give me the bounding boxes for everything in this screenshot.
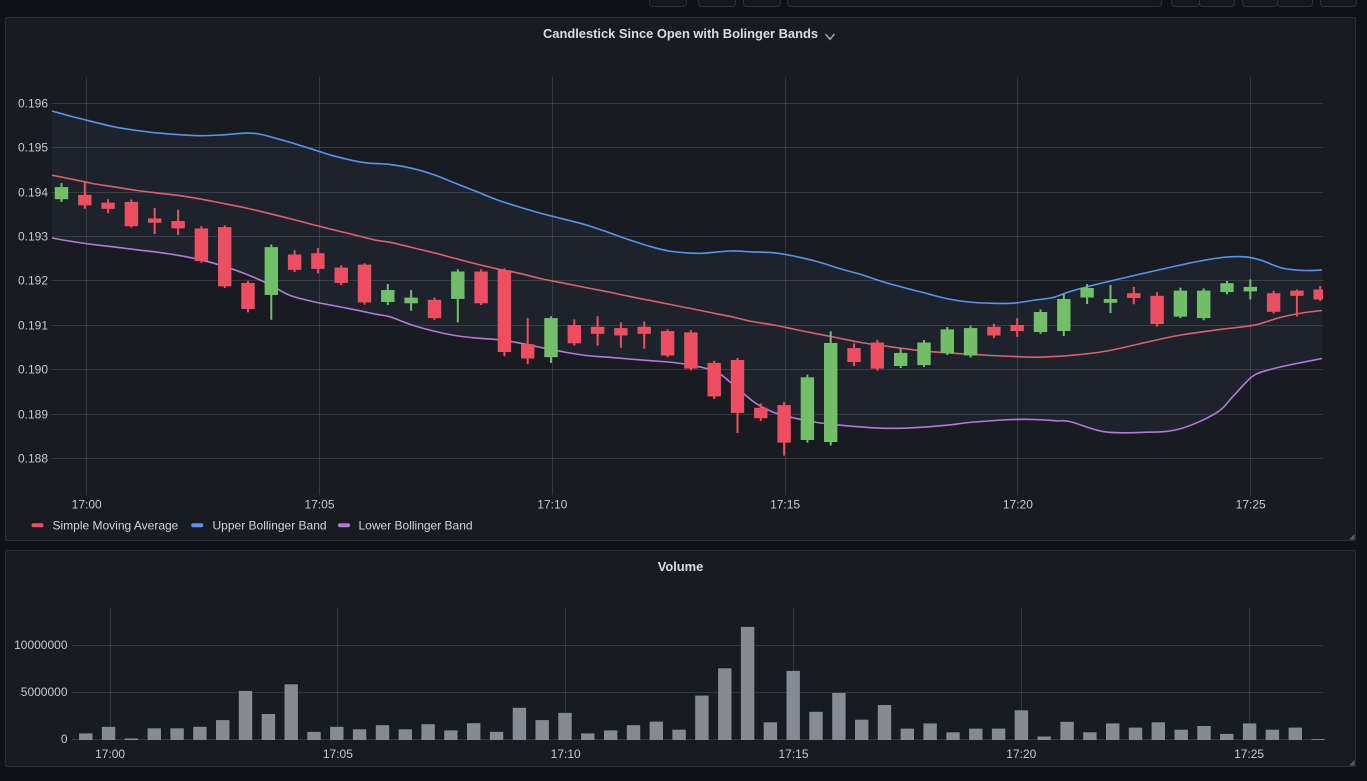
- svg-text:0.194: 0.194: [18, 186, 48, 200]
- svg-text:10000000: 10000000: [14, 638, 68, 652]
- svg-text:0.188: 0.188: [18, 452, 48, 466]
- svg-text:17:20: 17:20: [1003, 497, 1033, 511]
- svg-text:0.190: 0.190: [18, 363, 48, 377]
- svg-text:17:00: 17:00: [72, 497, 102, 511]
- svg-text:Lower Bollinger Band: Lower Bollinger Band: [359, 519, 473, 533]
- svg-text:0.189: 0.189: [18, 408, 48, 422]
- svg-text:17:25: 17:25: [1236, 497, 1266, 511]
- svg-text:17:15: 17:15: [778, 747, 808, 761]
- svg-text:17:20: 17:20: [1006, 747, 1036, 761]
- svg-text:17:10: 17:10: [551, 747, 581, 761]
- svg-text:0: 0: [61, 732, 68, 746]
- svg-text:17:25: 17:25: [1234, 747, 1264, 761]
- svg-text:Upper Bollinger Band: Upper Bollinger Band: [213, 519, 327, 533]
- svg-text:0.191: 0.191: [18, 319, 48, 333]
- svg-text:5000000: 5000000: [21, 685, 68, 699]
- svg-text:0.196: 0.196: [18, 97, 48, 111]
- svg-text:17:10: 17:10: [537, 497, 567, 511]
- svg-text:17:05: 17:05: [304, 497, 334, 511]
- svg-text:Simple Moving Average: Simple Moving Average: [53, 519, 179, 533]
- svg-text:0.195: 0.195: [18, 141, 48, 155]
- svg-text:17:15: 17:15: [770, 497, 800, 511]
- svg-text:17:05: 17:05: [323, 747, 353, 761]
- svg-text:0.192: 0.192: [18, 274, 48, 288]
- svg-text:17:00: 17:00: [95, 747, 125, 761]
- svg-text:0.193: 0.193: [18, 230, 48, 244]
